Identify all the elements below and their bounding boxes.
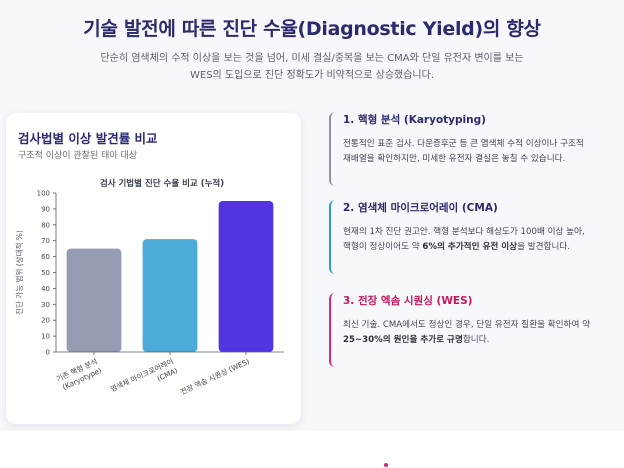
step-karyotyping: 1. 핵형 분석 (Karyotyping) 전통적인 표준 검사. 다운증후군… xyxy=(329,112,609,186)
y-tick-label: 50 xyxy=(41,269,50,277)
bars xyxy=(66,200,274,352)
y-tick-label: 40 xyxy=(41,285,50,293)
subtitle-line-2: WES의 도입으로 진단 정확도가 비약적으로 상승했습니다. xyxy=(189,70,435,81)
page-subtitle: 단순히 염색체의 수적 이상을 보는 것을 넘어, 미세 결실/중복을 보는 C… xyxy=(62,50,562,84)
bar xyxy=(66,248,122,352)
y-tick-label: 80 xyxy=(41,221,50,229)
step-highlight: 25~30%의 원인을 추가로 규명 xyxy=(343,335,463,345)
step-line: 재배열을 확인하지만, 미세한 유전자 결실은 놓칠 수 있습니다. xyxy=(343,154,566,164)
bar xyxy=(218,200,274,352)
step-wes: 3. 전장 엑솜 시퀀싱 (WES) 최신 기술. CMA에서도 정상인 경우,… xyxy=(329,293,609,367)
card-subtitle: 구조적 이상이 관찰된 태아 대상 xyxy=(18,151,138,161)
step-title: 3. 전장 엑솜 시퀀싱 (WES) xyxy=(343,295,473,307)
y-axis-label: 진단 가능 범위 (상대적 %) xyxy=(14,230,24,315)
bottom-area xyxy=(0,431,624,468)
y-axis: 0 10 20 30 40 50 60 70 80 90 100 xyxy=(37,190,57,357)
x-tick-label-line: 전장 엑솜 시퀀싱 (WES) xyxy=(179,357,251,397)
step-text: 을 발견합니다. xyxy=(517,242,570,252)
y-tick-label: 90 xyxy=(41,205,50,213)
x-axis: 기존 핵형 분석(Karyotype) 염색체 마이크로어레이(CMA) 전장 엑솜… xyxy=(55,351,284,403)
step-highlight: 6%의 추가적인 유전 이상 xyxy=(422,242,518,252)
x-tick-label: 기존 핵형 분석(Karyotype) xyxy=(55,357,103,393)
y-tick-label: 30 xyxy=(41,301,50,309)
step-title: 1. 핵형 분석 (Karyotyping) xyxy=(343,114,486,126)
page-title: 기술 발전에 따른 진단 수율(Diagnostic Yield)의 향상 xyxy=(83,18,541,40)
step-line: 핵형이 정상이어도 약 6%의 추가적인 유전 이상을 발견합니다. xyxy=(343,240,609,255)
y-tick-label: 100 xyxy=(37,190,50,198)
y-tick-label: 60 xyxy=(41,253,50,261)
step-line: 현재의 1차 진단 권고안. 핵형 분석보다 해상도가 100배 이상 높아, xyxy=(343,227,585,237)
chart-card: 검사법별 이상 발견률 비교 구조적 이상이 관찰된 태아 대상 검사 기법별 … xyxy=(6,113,301,424)
step-line: 최신 기술. CMA에서도 정상인 경우, 단일 유전자 질환을 확인하여 약 xyxy=(343,320,591,330)
x-tick-label: 전장 엑솜 시퀀싱 (WES) xyxy=(179,357,251,397)
step-description: 최신 기술. CMA에서도 정상인 경우, 단일 유전자 질환을 확인하여 약 … xyxy=(343,318,609,348)
y-tick-label: 10 xyxy=(41,333,50,341)
step-text: 합니다. xyxy=(462,335,490,345)
y-tick-label: 70 xyxy=(41,237,50,245)
card-title: 검사법별 이상 발견률 비교 xyxy=(18,131,158,146)
step-cma: 2. 염색체 마이크로어레이 (CMA) 현재의 1차 진단 권고안. 핵형 분… xyxy=(329,200,609,274)
step-description: 현재의 1차 진단 권고안. 핵형 분석보다 해상도가 100배 이상 높아, … xyxy=(343,225,609,255)
step-text: 핵형이 정상이어도 약 xyxy=(343,242,423,252)
y-tick-label: 0 xyxy=(46,349,50,357)
step-line: 25~30%의 원인을 추가로 규명합니다. xyxy=(343,333,609,348)
decorative-dot xyxy=(384,463,388,467)
step-description: 전통적인 표준 검사. 다운증후군 등 큰 염색체 수적 이상이나 구조적 재배… xyxy=(343,137,609,167)
subtitle-line-1: 단순히 염색체의 수적 이상을 보는 것을 넘어, 미세 결실/중복을 보는 C… xyxy=(100,53,524,64)
bar-chart: 검사 기법별 진단 수율 비교 (누적) 0 10 20 30 40 50 60 70 80 90… xyxy=(14,178,284,403)
y-tick-label: 20 xyxy=(41,317,50,325)
step-title: 2. 염색체 마이크로어레이 (CMA) xyxy=(343,202,498,214)
bar xyxy=(142,239,198,352)
x-tick-label: 염색체 마이크로어레이(CMA) xyxy=(109,357,179,403)
chart-title: 검사 기법별 진단 수율 비교 (누적) xyxy=(100,178,224,189)
step-line: 전통적인 표준 검사. 다운증후군 등 큰 염색체 수적 이상이나 구조적 xyxy=(343,139,584,149)
